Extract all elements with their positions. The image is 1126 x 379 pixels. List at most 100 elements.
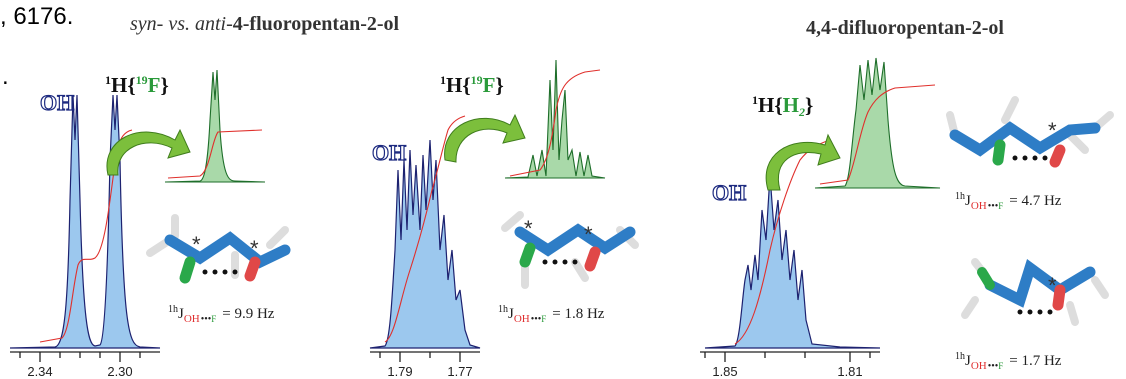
shape bbox=[1058, 290, 1060, 305]
text-part: 19 bbox=[471, 73, 483, 87]
decoupling-label: 1H{19F} bbox=[440, 73, 504, 97]
shape bbox=[270, 230, 285, 245]
tick-label: 1.81 bbox=[837, 364, 862, 379]
text-part: 1h bbox=[955, 191, 965, 202]
text-fragment: . bbox=[2, 63, 9, 90]
contact-dot bbox=[1043, 156, 1048, 161]
text-part: = 9.9 Hz bbox=[222, 306, 275, 322]
panel-2: 1.79 1.77 OH 1H{19F} * * 1hJOH•••F= 1.8 … bbox=[370, 60, 635, 379]
text-part: 1h bbox=[955, 351, 965, 362]
panel-1: 2.34 2.30 OH 1H{19F} * * 1hJOH•••F= 9.9 … bbox=[10, 70, 285, 379]
coupling-label: 1hJOH•••F= 4.7 Hz bbox=[955, 191, 1062, 212]
tick-marks bbox=[20, 352, 140, 362]
peak-label: OH bbox=[40, 90, 74, 115]
text-part: H{ bbox=[758, 93, 783, 117]
text-part: ••• bbox=[531, 314, 542, 325]
shape bbox=[990, 268, 1090, 300]
contact-dot bbox=[1048, 310, 1053, 315]
stereo-marker: * bbox=[250, 236, 259, 261]
shape bbox=[575, 262, 585, 278]
title-plain: 4-fluoropentan-2-ol bbox=[233, 13, 400, 35]
text-part: ••• bbox=[201, 314, 212, 325]
tick-marks bbox=[380, 352, 460, 362]
text-part: F bbox=[998, 361, 1003, 371]
contact-dot bbox=[233, 270, 238, 275]
shape bbox=[250, 262, 255, 276]
text-part: ••• bbox=[988, 361, 999, 372]
peak-label: OH bbox=[712, 180, 746, 205]
shape bbox=[520, 230, 630, 250]
shape bbox=[1070, 305, 1075, 322]
text-part: F bbox=[483, 73, 496, 97]
title-italic: syn- vs. anti- bbox=[130, 13, 233, 35]
text-part: OH bbox=[184, 313, 200, 325]
panel-3: 1.85 1.81 OH 1H{H2} * 1hJOH•••F= 4.7 Hz … bbox=[700, 58, 1110, 379]
text-part: 2 bbox=[798, 105, 805, 119]
contact-dot bbox=[563, 260, 568, 265]
text-part: } bbox=[805, 93, 813, 117]
nucleus: F bbox=[148, 73, 161, 97]
stereo-marker: * bbox=[1048, 118, 1057, 143]
contact-dot bbox=[573, 260, 578, 265]
arrow bbox=[445, 115, 525, 162]
close: } bbox=[160, 73, 168, 97]
inset-spectrum bbox=[815, 58, 940, 188]
text-part: = 1.7 Hz bbox=[1009, 353, 1062, 369]
molecule bbox=[965, 262, 1105, 322]
contact-dot bbox=[1018, 310, 1023, 315]
stereo-marker: * bbox=[524, 216, 533, 241]
peak-label: OH bbox=[372, 140, 406, 165]
text-part: = 4.7 Hz bbox=[1009, 193, 1062, 209]
title-left: syn- vs. anti-4-fluoropentan-2-ol bbox=[130, 13, 400, 35]
text-part: OH bbox=[971, 200, 987, 212]
contact-dot bbox=[543, 260, 548, 265]
molecule bbox=[150, 218, 285, 278]
coupling-label: 1hJOH•••F= 1.7 Hz bbox=[955, 351, 1062, 372]
text-part: F bbox=[998, 201, 1003, 211]
text-part: } bbox=[495, 73, 503, 97]
text-part: 1h bbox=[168, 304, 178, 315]
tick-label: 1.77 bbox=[447, 364, 472, 379]
text-part: = 1.8 Hz bbox=[552, 306, 605, 322]
base: H{ bbox=[111, 73, 136, 97]
text-part: F bbox=[211, 314, 216, 324]
contact-dot bbox=[553, 260, 558, 265]
shape bbox=[185, 262, 190, 278]
text-part: OH bbox=[971, 360, 987, 372]
shape bbox=[590, 252, 595, 266]
spectrum bbox=[370, 140, 480, 348]
text-part: ••• bbox=[988, 201, 999, 212]
tick-label: 2.30 bbox=[107, 364, 132, 379]
figure: , 6176. . syn- vs. anti-4-fluoropentan-2… bbox=[0, 0, 1126, 379]
shape bbox=[982, 272, 990, 285]
tick-label: 2.34 bbox=[27, 364, 52, 379]
shape bbox=[998, 145, 1000, 160]
coupling-label: 1hJOH•••F= 9.9 Hz bbox=[168, 304, 275, 325]
inset-spectrum bbox=[165, 70, 265, 182]
decoupling-label: 1H{19F} bbox=[105, 73, 169, 97]
stereo-marker: * bbox=[584, 222, 593, 247]
contact-dot bbox=[213, 270, 218, 275]
tick-label: 1.85 bbox=[712, 364, 737, 379]
contact-dot bbox=[1033, 156, 1038, 161]
text-part: 1h bbox=[498, 304, 508, 315]
shape bbox=[505, 215, 520, 228]
tick-label: 1.79 bbox=[387, 364, 412, 379]
sup: 19 bbox=[136, 73, 148, 87]
molecule bbox=[950, 100, 1110, 162]
stereo-marker: * bbox=[1048, 273, 1057, 298]
shape bbox=[1070, 135, 1085, 150]
shape bbox=[965, 300, 975, 315]
shape bbox=[1005, 100, 1015, 120]
coupling-label: 1hJOH•••F= 1.8 Hz bbox=[498, 304, 605, 325]
contact-dot bbox=[1013, 156, 1018, 161]
text-fragment: , 6176. bbox=[0, 3, 73, 30]
tick-marks bbox=[705, 352, 870, 362]
shape bbox=[1095, 280, 1105, 295]
decoupling-label: 1H{H2} bbox=[752, 93, 813, 119]
text-part: OH bbox=[514, 313, 530, 325]
text-part: H{ bbox=[446, 73, 471, 97]
contact-dot bbox=[1023, 156, 1028, 161]
contact-dot bbox=[1028, 310, 1033, 315]
contact-dot bbox=[203, 270, 208, 275]
